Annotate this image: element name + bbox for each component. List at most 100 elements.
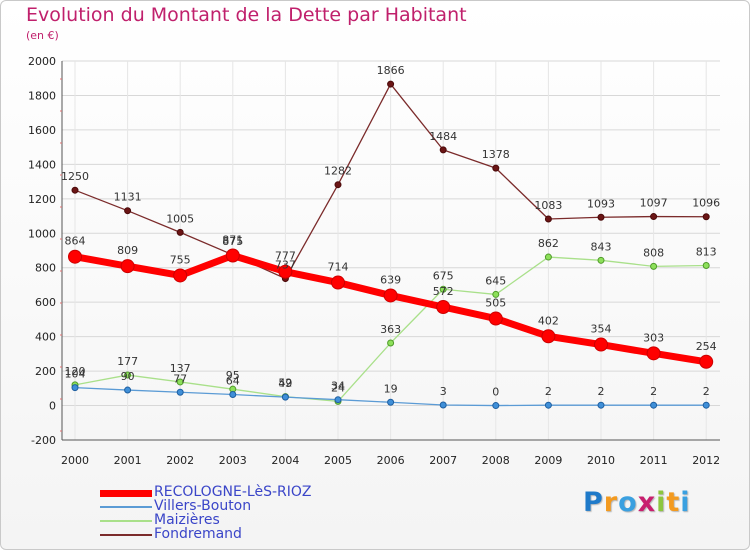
- data-label: 843: [591, 240, 612, 253]
- data-point: [650, 213, 658, 221]
- y-tick-label: 1400: [28, 158, 56, 171]
- data-labels: 1250 1131 1005 875 737 1282 1866 1484 1378 1083 10…: [61, 64, 720, 398]
- x-tick-label: 2004: [271, 454, 299, 467]
- legend-label: Villers-Bouton: [154, 498, 252, 514]
- data-point: [594, 337, 608, 352]
- x-tick-label: 2002: [166, 454, 194, 467]
- data-label: 19: [384, 382, 398, 395]
- data-label: 639: [380, 273, 401, 286]
- axes: -200020040060080010001200140016001800200…: [28, 55, 720, 467]
- data-label: 363: [380, 323, 401, 336]
- data-label: 402: [538, 314, 559, 327]
- y-tick-label: 800: [35, 262, 56, 275]
- data-label: 714: [328, 261, 349, 274]
- data-point: [597, 256, 605, 264]
- data-label: 1484: [429, 130, 457, 143]
- data-label: 1131: [114, 191, 142, 204]
- data-label: 2: [598, 385, 605, 398]
- data-point: [334, 396, 342, 404]
- data-point: [68, 249, 82, 264]
- data-label: 1083: [534, 199, 562, 212]
- y-tick-label: 1800: [28, 89, 56, 102]
- data-point: [387, 339, 395, 347]
- data-point: [702, 213, 710, 221]
- data-point: [702, 401, 710, 409]
- data-point: [383, 288, 398, 303]
- data-label: 809: [117, 244, 138, 257]
- chart-subtitle: (en €): [26, 29, 59, 42]
- data-label: 104: [65, 368, 86, 381]
- data-point: [331, 275, 345, 290]
- x-tick-label: 2011: [640, 454, 668, 467]
- data-label: 77: [173, 372, 187, 385]
- data-label: 177: [117, 355, 138, 368]
- data-label: 354: [591, 323, 612, 336]
- x-tick-label: 2009: [534, 454, 562, 467]
- data-point: [334, 181, 342, 189]
- data-label: 303: [643, 331, 664, 344]
- data-point: [436, 300, 451, 315]
- data-point: [439, 146, 447, 154]
- data-point: [229, 391, 237, 399]
- data-label: 2: [703, 385, 710, 398]
- chart-title: Evolution du Montant de la Dette par Hab…: [26, 4, 467, 26]
- data-label: 1378: [482, 148, 510, 161]
- data-label: 777: [275, 250, 296, 263]
- data-point: [488, 311, 503, 326]
- x-tick-label: 2007: [429, 454, 457, 467]
- data-label: 871: [222, 233, 243, 246]
- data-label: 572: [433, 285, 454, 298]
- x-tick-label: 2006: [377, 454, 405, 467]
- data-label: 64: [226, 375, 240, 388]
- x-tick-label: 2001: [114, 454, 142, 467]
- data-point: [492, 290, 500, 298]
- data-point: [544, 253, 552, 261]
- data-label: 813: [696, 245, 717, 258]
- data-point: [597, 401, 605, 409]
- data-point: [71, 186, 79, 194]
- data-label: 49: [278, 377, 292, 390]
- data-point: [387, 398, 395, 406]
- data-label: 864: [65, 235, 86, 248]
- data-label: 862: [538, 237, 559, 250]
- data-point: [225, 248, 240, 263]
- data-label: 1250: [61, 170, 89, 183]
- legend-label: Fondremand: [154, 526, 242, 542]
- data-point: [124, 207, 132, 215]
- data-label: 1097: [640, 197, 668, 210]
- data-point: [281, 393, 289, 401]
- data-point: [597, 213, 605, 221]
- data-label: 24: [331, 381, 345, 394]
- data-label: 1093: [587, 197, 615, 210]
- data-label: 137: [170, 362, 191, 375]
- data-point: [650, 401, 658, 409]
- data-label: 254: [696, 340, 717, 353]
- data-point: [650, 262, 658, 270]
- data-point: [278, 264, 293, 279]
- data-point: [492, 164, 500, 172]
- legend-label: Maizières: [154, 512, 220, 528]
- data-label: 0: [492, 386, 499, 399]
- x-tick-label: 2003: [219, 454, 247, 467]
- data-label: 120: [65, 365, 86, 378]
- data-label: 737: [275, 259, 296, 272]
- series-group: [68, 80, 714, 410]
- data-point: [699, 354, 714, 369]
- proxiti-logo: Proxiti: [583, 487, 691, 518]
- legend-swatch: [100, 534, 152, 536]
- data-label: 3: [440, 385, 447, 398]
- y-tick-label: 2000: [28, 55, 56, 68]
- y-tick-label: -200: [31, 434, 56, 447]
- data-point: [439, 401, 447, 409]
- y-tick-label: 1600: [28, 124, 56, 137]
- data-label: 90: [121, 370, 135, 383]
- data-label: 2: [650, 385, 657, 398]
- data-point: [176, 228, 184, 236]
- y-tick-label: 1200: [28, 193, 56, 206]
- data-label: 1866: [377, 64, 405, 77]
- data-label: 645: [485, 274, 506, 287]
- y-tick-label: 1000: [28, 227, 56, 240]
- data-point: [544, 401, 552, 409]
